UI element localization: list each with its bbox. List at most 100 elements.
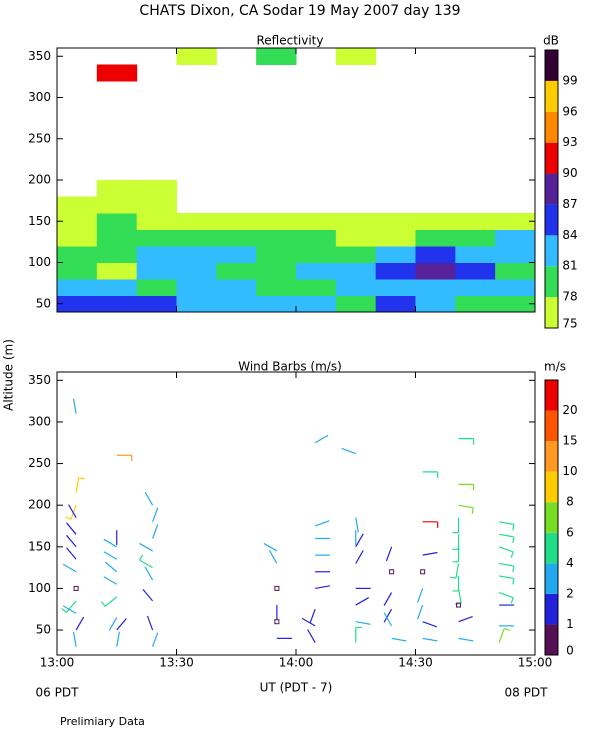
x-start-label: 06 PDT [36,686,80,700]
wind-barb [383,608,393,623]
wind-barb [355,517,359,533]
wind-barb [416,604,424,620]
colorbar-tick-label: 93 [562,135,577,149]
heat-cell [256,229,297,247]
wind-barb [458,637,474,642]
wind-barb [422,637,438,642]
y-tick-label: 100 [28,255,51,269]
wind-barb [458,504,474,514]
colorbar-tick-label: 15 [562,434,577,448]
colorbar-band [545,563,558,594]
colorbar-band [545,624,558,655]
heat-cell [216,279,257,296]
wind-barb [499,521,515,531]
wind-barb [499,533,515,543]
heat-cell [216,246,257,263]
x-tick-label: 14:00 [279,656,314,670]
colorbar-label: dB [543,34,559,48]
y-tick-label: 250 [28,131,51,145]
wind-barb [422,521,439,528]
wind-barb [263,542,278,552]
heat-cell [57,262,98,280]
colorbar-band [545,142,558,174]
heat-cell [295,246,337,263]
wind-barb [422,471,439,478]
colorbar-tick-label: 2 [566,586,574,600]
wind-barb [100,596,118,607]
colorbar-tick-label: 75 [562,317,577,331]
heat-cell [455,246,496,263]
heat-cell [375,279,417,296]
heat-cell [295,262,337,280]
heat-cell [216,262,257,280]
wind-barb [391,637,407,642]
heat-cell [176,229,217,247]
wind-barb [498,546,514,558]
colorbar-tick-label: 99 [562,73,577,87]
colorbar-tick-label: 78 [562,290,577,304]
heat-cell [136,196,178,214]
heat-cell [495,246,535,263]
wind-barb [152,507,159,523]
colorbar-band [545,204,558,236]
heat-cell [335,262,377,280]
colorbar-band [545,502,558,533]
wind-barb [144,566,154,581]
y-tick-label: 300 [28,90,51,104]
y-tick-label: 100 [28,581,51,595]
wind-barb [314,434,329,444]
wind-barb [66,534,77,548]
heat-cell [136,295,178,312]
wind-barb [75,477,85,493]
colorbar-band [545,266,558,298]
heat-cell [256,48,297,65]
wind-barb [268,550,278,564]
wind-barb [422,621,437,628]
colorbar-tick-label: 20 [562,403,577,417]
heat-cell [136,246,178,263]
y-tick-label: 150 [28,539,51,553]
heat-cell [455,229,496,247]
wind-barb [355,533,364,548]
wind-barb [116,618,127,631]
wind-barb [383,592,393,606]
heat-cell [256,295,297,312]
colorbar-tick-label: 10 [562,464,577,478]
heat-cell [136,262,178,280]
colorbar-tick-label: 6 [566,525,574,539]
colorbar-band [545,235,558,267]
colorbar-band [545,410,558,442]
wind-barb [142,589,154,602]
wind-barb [72,398,77,414]
heat-cell [335,279,377,296]
heat-cell [57,279,98,296]
heat-cell [375,213,417,230]
plot-area [57,48,535,312]
heat-cell [256,262,297,280]
colorbar-label: m/s [544,360,566,374]
heat-cell [176,213,217,230]
heat-cell [176,48,217,65]
wind-barb [62,563,77,573]
wind-barb [146,615,154,631]
heat-cell [57,213,98,230]
x-end-label: 08 PDT [505,686,549,700]
wind-barb [452,534,460,550]
wind-barb [314,520,330,527]
colorbar-band [545,532,558,564]
colorbar-tick-label: 4 [566,556,574,570]
heat-cell [136,180,178,197]
calm-marker [73,585,79,591]
heat-cell [96,180,138,197]
heat-cell [96,196,138,214]
colorbar-band [545,441,558,472]
heat-cell [335,229,377,247]
heat-cell [415,262,456,280]
colorbar-frame [544,379,559,656]
wind-barb [383,612,393,627]
heat-cell [176,295,217,312]
colorbar-band [545,471,558,503]
heat-cell [96,246,138,263]
wind-barb [75,616,85,631]
